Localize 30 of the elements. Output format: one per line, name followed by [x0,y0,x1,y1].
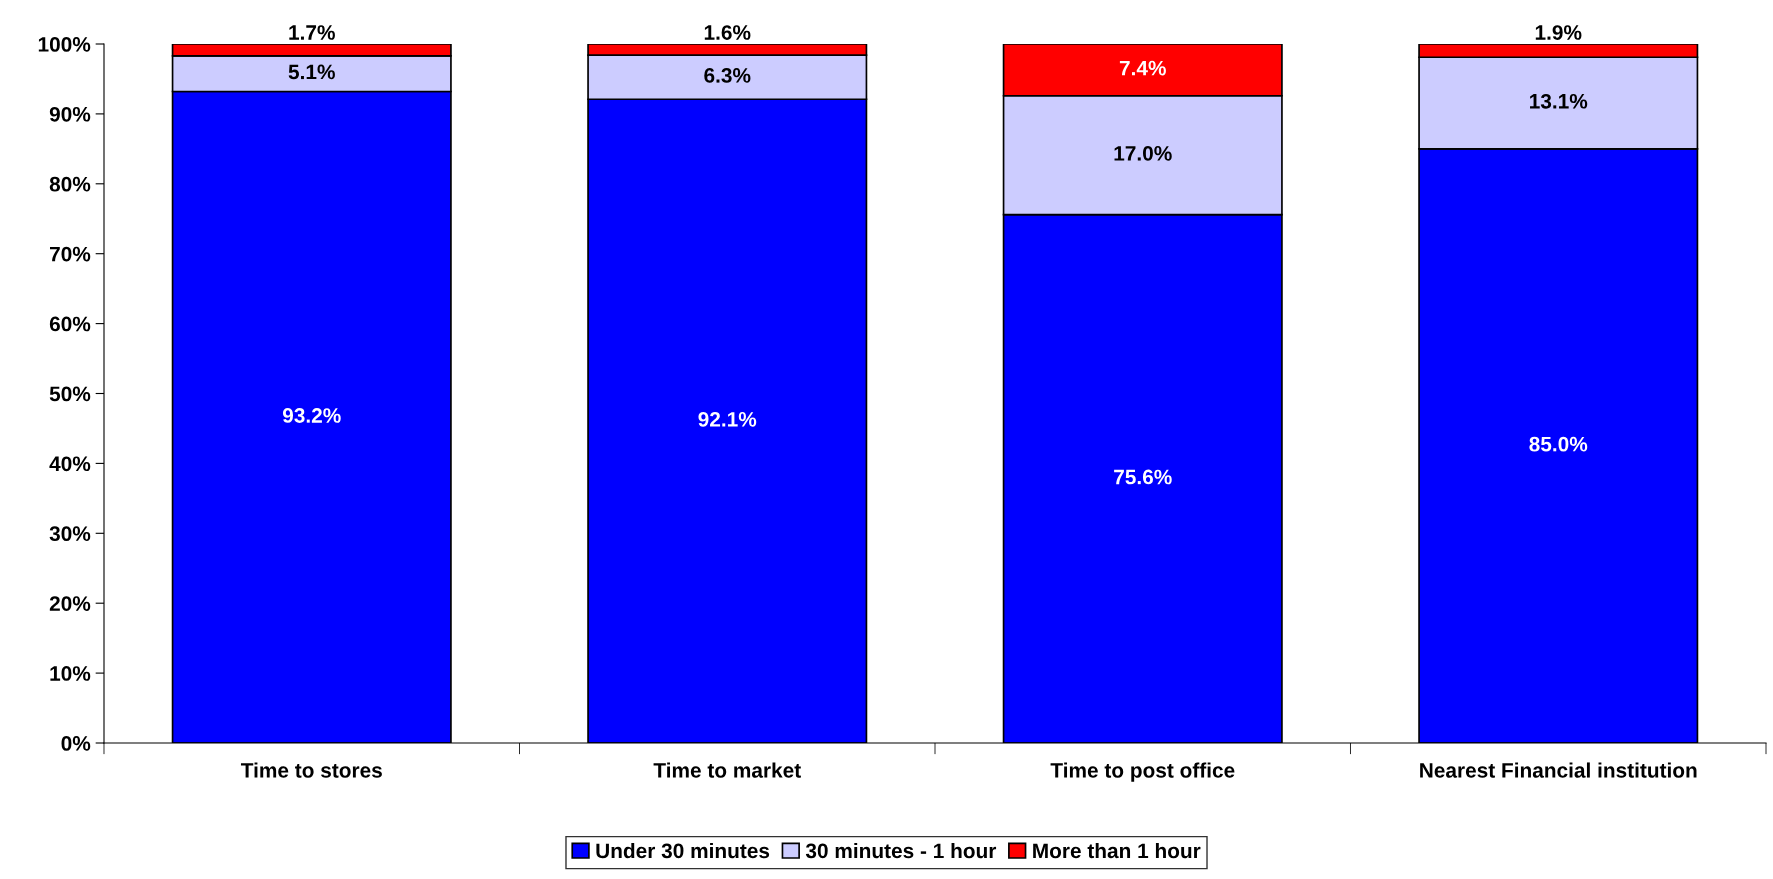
data-label: 75.6% [1114,469,1172,485]
legend-label: More than 1 hour [1033,842,1201,859]
y-tick-label: 80% [49,176,91,192]
data-label: 1.7% [289,25,335,40]
data-label: 7.4% [1119,60,1166,76]
y-tick-label: 20% [49,596,91,611]
data-label: 6.3% [704,68,751,83]
y-tick-label: 30% [49,526,91,542]
data-label: 85.0% [1529,436,1588,452]
x-tick-label: Time to market [653,762,801,778]
legend-label: 30 minutes - 1 hour [805,842,997,859]
y-tick-label: 60% [49,316,91,332]
data-label: 92.1% [698,411,757,427]
y-tick-label: 10% [50,666,91,681]
y-tick-label: 90% [49,106,91,122]
y-tick-label: 50% [49,386,91,402]
data-label: 1.9% [1535,25,1582,40]
data-label: 13.1% [1530,93,1588,109]
y-tick-label: 100% [38,37,91,52]
legend-label: Under 30 minutes [596,842,770,859]
x-tick-label: Time to stores [240,762,382,778]
data-label: 17.0% [1114,145,1172,161]
x-tick-label: Nearest Financial institution [1420,762,1697,778]
y-tick-label: 40% [49,456,91,472]
data-label: 1.6% [704,25,751,40]
data-label: 5.1% [288,64,335,80]
data-label: 93.2% [282,408,341,423]
x-tick-label: Time to post office [1050,762,1235,782]
y-tick-label: 70% [50,246,91,262]
y-tick-label: 0% [61,736,91,751]
